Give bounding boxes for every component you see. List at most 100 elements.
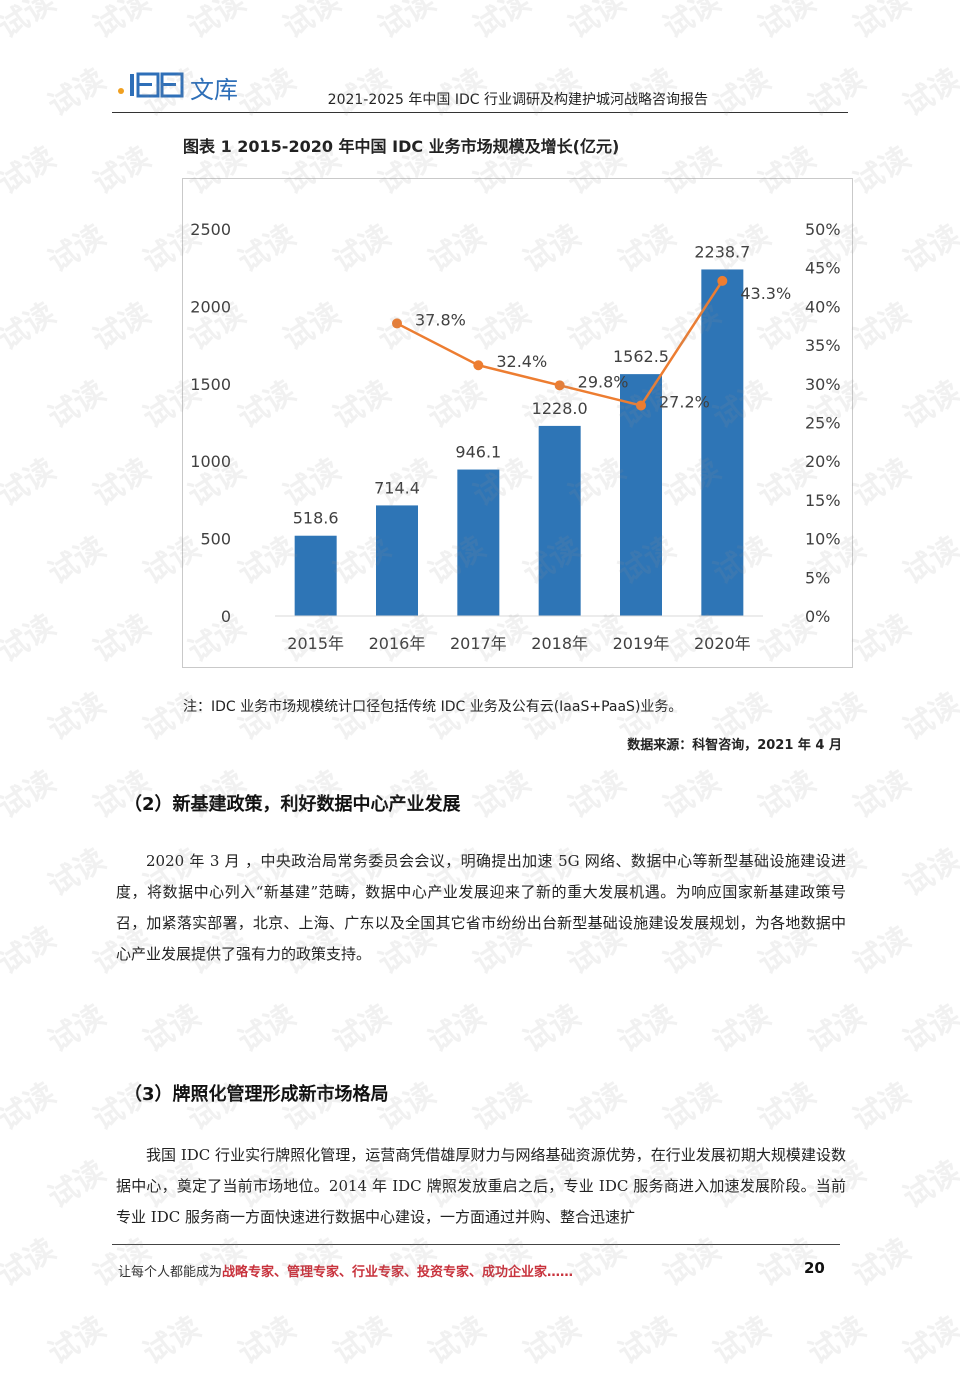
watermark-text: 试读 (612, 1310, 682, 1372)
watermark-text: 试读 (182, 0, 252, 46)
watermark-text: 试读 (847, 920, 917, 982)
x-tick-label: 2016年 (369, 634, 426, 653)
y2-tick-label: 45% (805, 259, 841, 278)
bar (620, 374, 662, 616)
growth-value-label: 43.3% (740, 284, 791, 303)
watermark-text: 试读 (182, 1232, 252, 1294)
watermark-text: 试读 (847, 0, 917, 46)
chart-caption: 图表 1 2015-2020 年中国 IDC 业务市场规模及增长(亿元) (183, 137, 620, 156)
watermark-text: 试读 (562, 1076, 632, 1138)
bar (294, 535, 337, 616)
watermark-text: 试读 (0, 452, 62, 514)
watermark-text: 试读 (517, 998, 587, 1060)
watermark-text: 试读 (847, 452, 917, 514)
growth-point (717, 275, 728, 286)
footer-divider (112, 1244, 840, 1245)
watermark-text: 试读 (707, 1310, 777, 1372)
watermark-text: 试读 (277, 0, 347, 46)
y2-tick-label: 35% (805, 336, 841, 355)
report-title: 2021-2025 年中国 IDC 行业调研及构建护城河战略咨询报告 (327, 92, 708, 108)
watermark-text: 试读 (897, 374, 960, 436)
bar-value-label: 518.6 (293, 509, 339, 528)
watermark-text: 试读 (467, 1232, 537, 1294)
growth-value-label: 27.2% (659, 392, 710, 411)
watermark-text: 试读 (847, 1232, 917, 1294)
watermark-text: 试读 (707, 62, 777, 124)
watermark-text: 试读 (562, 1232, 632, 1294)
market-size-chart: 0 500 1000 1500 2000 2500 0% 5% 10% 15% 20% 25% 30% 3… (190, 220, 841, 653)
growth-point (473, 360, 484, 371)
watermark-text: 试读 (897, 62, 960, 124)
logo-name: 文库 (190, 76, 238, 104)
watermark-text: 试读 (422, 1310, 492, 1372)
y-tick-label: 0 (221, 607, 231, 626)
y2-tick-label: 30% (805, 375, 841, 394)
y2-tick-label: 15% (805, 491, 841, 510)
watermark-text: 试读 (232, 1310, 302, 1372)
watermark-text: 试读 (327, 998, 397, 1060)
page-number: 20 (804, 1259, 825, 1277)
growth-value-label: 32.4% (496, 352, 547, 371)
y-tick-label: 500 (200, 530, 231, 549)
watermark-text: 试读 (232, 998, 302, 1060)
bar-value-label: 714.4 (374, 478, 420, 497)
logo: 文库 (118, 68, 238, 104)
y-tick-label: 2500 (190, 220, 231, 239)
watermark-text: 试读 (137, 998, 207, 1060)
watermark-text: 试读 (0, 140, 62, 202)
y-tick-label: 1000 (190, 452, 231, 471)
bar-value-label: 946.1 (455, 443, 501, 462)
watermark-text: 试读 (137, 1310, 207, 1372)
watermark-text: 试读 (612, 998, 682, 1060)
watermark-text: 试读 (467, 1076, 537, 1138)
section-3-body: 我国 IDC 行业实行牌照化管理，运营商凭借雄厚财力与网络基础资源优势，在行业发… (116, 1140, 846, 1233)
section-2-paragraph: 2020 年 3 月 ，中央政治局常务委员会会议，明确提出加速 5G 网络、数据… (116, 852, 846, 963)
watermark-text: 试读 (87, 608, 157, 670)
logo-mark-icon (130, 72, 184, 98)
footer-highlight: 战略专家、管理专家、行业专家、投资专家、成功企业家…… (222, 1265, 574, 1280)
watermark-text: 试读 (422, 998, 492, 1060)
bar-value-label: 1228.0 (532, 399, 588, 418)
watermark-text: 试读 (752, 764, 822, 826)
watermark-text: 试读 (802, 62, 872, 124)
footer-prefix: 让每个人都能成为 (118, 1265, 223, 1280)
y2-tick-label: 20% (805, 452, 841, 471)
y2-tick-label: 40% (805, 297, 841, 316)
watermark-text: 试读 (0, 764, 62, 826)
watermark-text: 试读 (657, 764, 727, 826)
chart-frame: 0 500 1000 1500 2000 2500 0% 5% 10% 15% 20% 25% 30% 3… (182, 178, 853, 668)
watermark-text: 试读 (847, 140, 917, 202)
watermark-text: 试读 (657, 0, 727, 46)
y2-tick-label: 25% (805, 414, 841, 433)
watermark-text: 试读 (467, 764, 537, 826)
watermark-text: 试读 (87, 1232, 157, 1294)
x-tick-label: 2019年 (613, 634, 670, 653)
chart-source: 数据来源：科智咨询，2021 年 4 月 (627, 738, 842, 753)
watermark-text: 试读 (0, 920, 62, 982)
x-tick-label: 2020年 (694, 634, 751, 653)
watermark-text: 试读 (657, 1076, 727, 1138)
watermark-text: 试读 (897, 686, 960, 748)
bar (457, 469, 500, 616)
watermark-text: 试读 (87, 296, 157, 358)
bar (701, 269, 744, 616)
watermark-text: 试读 (897, 998, 960, 1060)
watermark-text: 试读 (752, 0, 822, 46)
watermark-text: 试读 (42, 1154, 112, 1216)
watermark-text: 试读 (42, 686, 112, 748)
watermark-text: 试读 (87, 452, 157, 514)
y2-tick-label: 0% (805, 607, 830, 626)
watermark-text: 试读 (372, 0, 442, 46)
logo-dot (118, 88, 124, 94)
watermark-text: 试读 (372, 1232, 442, 1294)
watermark-text: 试读 (0, 1076, 62, 1138)
y-tick-label: 1500 (190, 375, 231, 394)
bar (538, 425, 581, 616)
x-tick-label: 2017年 (450, 634, 507, 653)
watermark-text: 试读 (42, 374, 112, 436)
watermark-text: 试读 (802, 1310, 872, 1372)
watermark-text: 试读 (42, 530, 112, 592)
y-tick-label: 2000 (190, 297, 231, 316)
y2-tick-label: 5% (805, 568, 830, 587)
growth-value-label: 37.8% (415, 310, 466, 329)
